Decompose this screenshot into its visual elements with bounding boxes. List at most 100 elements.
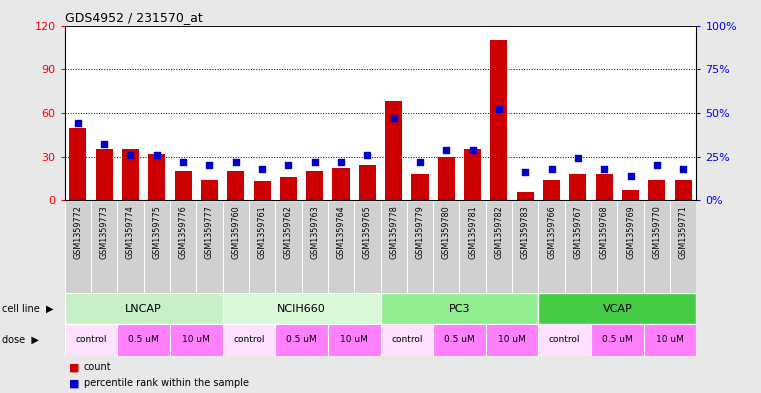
Bar [253,182,271,200]
Text: 0.5 uM: 0.5 uM [444,336,475,344]
Bar [358,165,376,200]
Bar [223,293,380,324]
Point [151,152,163,158]
Text: GSM1359764: GSM1359764 [336,205,345,259]
Bar [280,177,297,200]
Bar [69,128,87,200]
Text: GDS4952 / 231570_at: GDS4952 / 231570_at [65,11,202,24]
Text: GSM1359769: GSM1359769 [626,205,635,259]
Text: GSM1359761: GSM1359761 [257,205,266,259]
Text: GSM1359774: GSM1359774 [126,205,135,259]
Bar [539,293,696,324]
Bar [65,293,223,324]
Text: GSM1359776: GSM1359776 [179,205,188,259]
Bar [380,324,433,356]
Text: GSM1359780: GSM1359780 [442,205,451,259]
Bar [517,192,533,200]
Bar [223,324,275,356]
Bar [591,324,644,356]
Text: GSM1359775: GSM1359775 [152,205,161,259]
Bar [464,149,481,200]
Text: GSM1359778: GSM1359778 [389,205,398,259]
Bar [170,324,223,356]
Point [124,152,136,158]
Point [335,159,347,165]
Point [677,166,689,172]
Text: 10 uM: 10 uM [656,336,684,344]
Bar [648,180,665,200]
Text: GSM1359782: GSM1359782 [495,205,504,259]
Text: 0.5 uM: 0.5 uM [286,336,317,344]
Bar [674,180,692,200]
Text: GSM1359760: GSM1359760 [231,205,240,259]
Text: GSM1359772: GSM1359772 [73,205,82,259]
Text: 10 uM: 10 uM [183,336,210,344]
Point [546,166,558,172]
Bar [201,180,218,200]
Text: GSM1359783: GSM1359783 [521,205,530,259]
Point [256,166,268,172]
Text: NCIH660: NCIH660 [277,303,326,314]
Bar [380,293,539,324]
Point [98,141,110,148]
Point [177,159,189,165]
Point [72,120,84,127]
Bar [644,324,696,356]
Bar [117,324,170,356]
Bar [65,324,117,356]
Text: GSM1359771: GSM1359771 [679,205,688,259]
Bar [433,324,486,356]
Bar [148,154,165,200]
Bar [306,171,323,200]
Text: GSM1359765: GSM1359765 [363,205,372,259]
Bar [490,40,508,200]
Text: GSM1359770: GSM1359770 [652,205,661,259]
Bar [622,190,639,200]
Text: GSM1359781: GSM1359781 [468,205,477,259]
Bar [569,174,587,200]
Bar [275,324,328,356]
Bar [122,149,139,200]
Point [440,147,452,153]
Point [466,147,479,153]
Text: PC3: PC3 [449,303,470,314]
Text: percentile rank within the sample: percentile rank within the sample [84,378,249,388]
Point [414,159,426,165]
Text: 0.5 uM: 0.5 uM [602,336,632,344]
Text: GSM1359773: GSM1359773 [100,205,109,259]
Point [230,159,242,165]
Bar [328,324,380,356]
Text: ■: ■ [68,362,79,373]
Point [361,152,374,158]
Bar [543,180,560,200]
Point [598,166,610,172]
Text: GSM1359779: GSM1359779 [416,205,425,259]
Text: cell line  ▶: cell line ▶ [2,303,53,314]
Point [282,162,295,169]
Text: GSM1359767: GSM1359767 [573,205,582,259]
Point [309,159,321,165]
Bar [385,101,403,200]
Bar [596,174,613,200]
Bar [539,324,591,356]
Text: count: count [84,362,111,373]
Point [493,107,505,113]
Text: ■: ■ [68,378,79,388]
Text: 10 uM: 10 uM [340,336,368,344]
Point [651,162,663,169]
Point [203,162,215,169]
Text: control: control [75,336,107,344]
Text: control: control [233,336,265,344]
Text: LNCAP: LNCAP [126,303,162,314]
Bar [228,171,244,200]
Text: VCAP: VCAP [603,303,632,314]
Text: dose  ▶: dose ▶ [2,335,38,345]
Text: 10 uM: 10 uM [498,336,526,344]
Bar [333,168,349,200]
Text: GSM1359763: GSM1359763 [310,205,319,259]
Text: GSM1359766: GSM1359766 [547,205,556,259]
Point [519,169,531,176]
Point [387,115,400,121]
Point [572,155,584,162]
Bar [174,171,192,200]
